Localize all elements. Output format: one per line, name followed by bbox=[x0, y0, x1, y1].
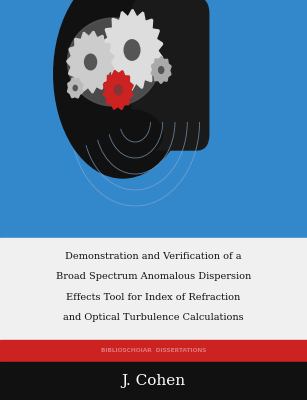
Circle shape bbox=[159, 67, 164, 73]
Text: Effects Tool for Index of Refraction: Effects Tool for Index of Refraction bbox=[66, 293, 241, 302]
Polygon shape bbox=[102, 10, 162, 90]
Bar bbox=[0, 238, 307, 340]
Circle shape bbox=[84, 54, 96, 70]
Polygon shape bbox=[67, 32, 114, 93]
Bar bbox=[0, 362, 307, 400]
Bar bbox=[0, 340, 307, 362]
Polygon shape bbox=[103, 71, 133, 109]
Text: BIBLIOSCHOIAR  DISSERTATIONS: BIBLIOSCHOIAR DISSERTATIONS bbox=[101, 348, 206, 354]
FancyBboxPatch shape bbox=[132, 0, 209, 150]
Bar bbox=[0, 0, 307, 238]
Text: Broad Spectrum Anomalous Dispersion: Broad Spectrum Anomalous Dispersion bbox=[56, 272, 251, 281]
Circle shape bbox=[124, 40, 140, 60]
Ellipse shape bbox=[68, 18, 160, 106]
Polygon shape bbox=[151, 57, 171, 83]
Ellipse shape bbox=[101, 110, 163, 158]
Ellipse shape bbox=[54, 0, 192, 178]
Circle shape bbox=[114, 85, 122, 95]
Polygon shape bbox=[68, 78, 83, 98]
Circle shape bbox=[73, 85, 77, 91]
Text: J. Cohen: J. Cohen bbox=[122, 374, 185, 388]
Text: Demonstration and Verification of a: Demonstration and Verification of a bbox=[65, 252, 242, 261]
Text: and Optical Turbulence Calculations: and Optical Turbulence Calculations bbox=[63, 313, 244, 322]
